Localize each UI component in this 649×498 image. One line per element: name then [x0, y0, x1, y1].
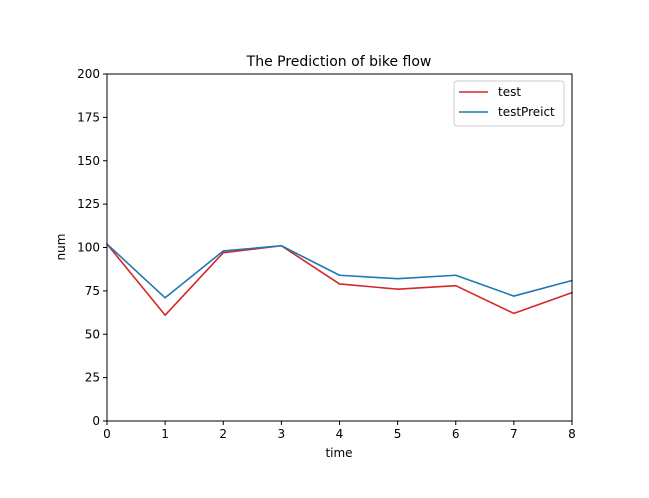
x-tick-label-4: 4	[336, 427, 344, 441]
data-point-test-4	[338, 283, 341, 285]
data-point-test-5	[396, 288, 399, 290]
data-point-test-6	[454, 284, 457, 287]
x-tick-label-7: 7	[510, 427, 518, 441]
x-tick-label-2: 2	[219, 427, 227, 441]
data-point-testPreict-6	[454, 274, 457, 277]
legend-label-testPreict: testPreict	[498, 105, 555, 119]
y-tick-label-0: 0	[92, 414, 100, 428]
y-tick-label-150: 150	[77, 154, 100, 168]
axes-layer: 0 1 2 3 4 5 6 7 8 0 25 50 75 100 125 150 175 200	[77, 67, 576, 441]
data-point-testPreict-4	[338, 274, 341, 277]
series-layer	[106, 243, 573, 316]
y-tick-label-175: 175	[77, 110, 100, 124]
data-point-testPreict-3	[280, 244, 283, 247]
x-tick-label-6: 6	[452, 427, 460, 441]
data-point-test-1	[164, 314, 166, 316]
legend: test testPreict	[453, 80, 565, 127]
legend-label-test: test	[498, 85, 521, 99]
data-point-test-7	[513, 312, 515, 315]
y-tick-label-125: 125	[77, 197, 100, 211]
y-tick-label-25: 25	[85, 371, 100, 385]
x-tick-label-3: 3	[278, 427, 286, 441]
y-tick-label-200: 200	[77, 67, 100, 81]
y-tick-label-100: 100	[77, 241, 100, 255]
data-point-testPreict-2	[222, 250, 225, 252]
x-axis-label: time	[325, 446, 352, 460]
y-tick-label-75: 75	[85, 284, 100, 298]
y-tick-label-50: 50	[85, 327, 100, 341]
x-tick-label-0: 0	[103, 427, 111, 441]
x-tick-label-8: 8	[568, 427, 576, 441]
x-tick-label-1: 1	[161, 427, 169, 441]
y-axis-label: num	[54, 234, 68, 261]
data-point-testPreict-5	[396, 277, 399, 280]
data-point-testPreict-1	[164, 297, 166, 299]
chart-title: The Prediction of bike flow	[246, 54, 432, 70]
data-point-testPreict-7	[513, 295, 515, 297]
x-tick-label-5: 5	[394, 427, 402, 441]
